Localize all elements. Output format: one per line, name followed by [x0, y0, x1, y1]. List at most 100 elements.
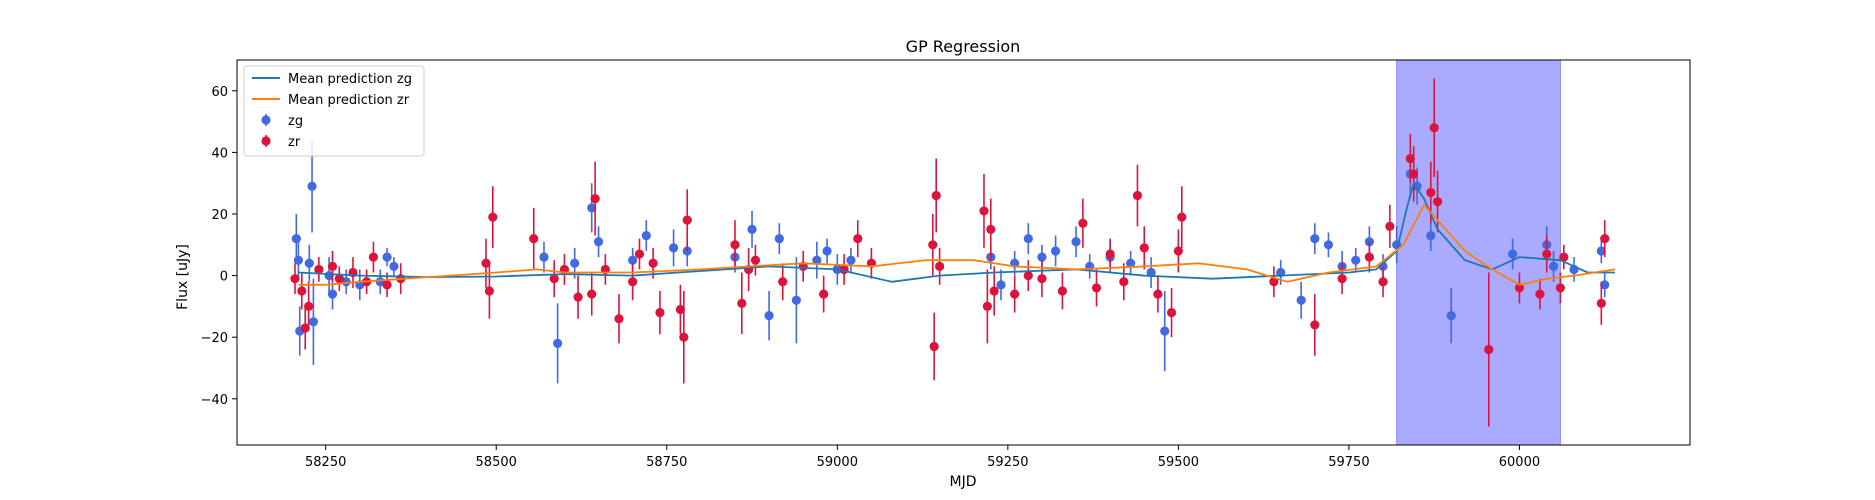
- marker-zg: [553, 338, 563, 348]
- data-point-zg: [812, 241, 822, 279]
- marker-zg: [293, 255, 303, 265]
- marker-zr: [1514, 283, 1525, 293]
- marker-zr: [1153, 289, 1163, 299]
- data-point-zr: [1269, 266, 1279, 298]
- marker-zr: [1166, 307, 1177, 318]
- marker-zr: [929, 341, 939, 352]
- data-point-zg: [1323, 232, 1334, 258]
- y-tick-label: −40: [201, 393, 228, 408]
- marker-zr: [327, 261, 338, 271]
- data-point-zg: [539, 241, 549, 273]
- marker-zr: [368, 252, 379, 262]
- marker-zr: [1057, 286, 1068, 296]
- data-point-zr: [737, 272, 747, 335]
- data-point-zr: [1023, 260, 1033, 291]
- data-point-zr: [982, 269, 992, 344]
- data-point-zr: [1037, 260, 1047, 298]
- data-point-zr: [1596, 281, 1606, 325]
- marker-zg: [1146, 267, 1156, 278]
- marker-zg: [1600, 280, 1610, 290]
- points-layer: [290, 78, 1610, 427]
- data-point-zr: [590, 161, 600, 236]
- marker-zg: [1160, 326, 1170, 336]
- marker-zr: [675, 304, 686, 315]
- plot-frame: [236, 59, 1691, 446]
- data-point-zg: [996, 269, 1006, 301]
- legend-item-zr: zr: [261, 135, 301, 150]
- marker-zr: [481, 258, 491, 268]
- marker-zr: [297, 286, 307, 296]
- data-point-zg: [1446, 287, 1456, 344]
- data-point-zg: [1508, 238, 1518, 270]
- data-point-zr: [1091, 269, 1102, 307]
- marker-zr: [300, 323, 310, 333]
- data-point-zr: [368, 241, 379, 273]
- data-point-zg: [389, 257, 399, 276]
- marker-zr: [382, 280, 392, 290]
- legend-label-mean-prediction-zr: Mean prediction zr: [288, 93, 410, 108]
- data-point-zg: [764, 291, 774, 341]
- x-tick-label: 59500: [1158, 455, 1199, 470]
- x-tick-label: 59750: [1328, 455, 1369, 470]
- data-point-zr: [1132, 164, 1143, 227]
- data-point-zg: [1050, 235, 1061, 267]
- mean-prediction-line-zg: [298, 182, 1615, 283]
- marker-zr: [1310, 320, 1320, 330]
- marker-zg: [1310, 234, 1320, 244]
- marker-zr: [1433, 197, 1443, 207]
- marker-zr: [648, 258, 658, 268]
- marker-zr: [1596, 298, 1606, 308]
- data-point-zg: [293, 241, 303, 279]
- y-tick-label: −20: [201, 331, 228, 346]
- data-point-zg: [668, 229, 679, 267]
- marker-zg: [1426, 230, 1436, 241]
- highlight-region: [1396, 60, 1561, 445]
- data-point-zr: [1559, 244, 1569, 270]
- data-point-zr: [1600, 220, 1610, 258]
- marker-zr: [1426, 187, 1436, 198]
- data-point-zr: [1433, 170, 1443, 233]
- chart-title: GP Regression: [906, 37, 1021, 56]
- data-point-zr: [1429, 78, 1439, 178]
- data-point-zr: [1139, 226, 1149, 270]
- data-point-zr: [1310, 294, 1320, 356]
- marker-zg: [791, 295, 801, 305]
- data-point-zg: [1426, 220, 1436, 251]
- marker-zr: [928, 240, 938, 250]
- marker-zg: [327, 289, 338, 299]
- marker-zg: [764, 311, 774, 321]
- data-point-zr: [853, 220, 863, 258]
- data-point-zr: [655, 291, 665, 335]
- data-point-zr: [935, 247, 945, 285]
- legend-label-mean-prediction-zg: Mean prediction zg: [288, 72, 412, 87]
- data-point-zg: [1071, 226, 1081, 258]
- marker-zg: [1050, 246, 1061, 256]
- legend-item-mean-prediction-zr: Mean prediction zr: [252, 93, 410, 108]
- data-point-zr: [529, 207, 539, 270]
- marker-zr: [1173, 246, 1183, 256]
- marker-zr: [935, 261, 945, 271]
- data-point-zr: [614, 294, 624, 344]
- data-point-zr: [1105, 238, 1115, 270]
- y-tick-label: 0: [220, 270, 228, 285]
- marker-zr: [290, 274, 300, 284]
- marker-zr: [1559, 252, 1569, 262]
- data-point-zg: [747, 210, 757, 248]
- marker-zg: [846, 255, 856, 265]
- marker-zr: [1542, 249, 1552, 259]
- data-point-zg: [846, 247, 856, 273]
- data-point-zg: [1596, 238, 1606, 264]
- data-point-zr: [1385, 204, 1395, 248]
- x-tick-label: 58750: [646, 455, 687, 470]
- data-point-zr: [300, 306, 310, 350]
- data-point-zg: [1126, 250, 1136, 276]
- marker-zr: [628, 277, 638, 287]
- data-point-zr: [929, 312, 939, 381]
- marker-zr: [1364, 252, 1374, 262]
- legend-box: [243, 65, 425, 157]
- legend-item-zg: zg: [261, 114, 303, 129]
- marker-zr: [488, 212, 498, 222]
- marker-zg: [641, 230, 651, 241]
- marker-zr: [549, 274, 559, 284]
